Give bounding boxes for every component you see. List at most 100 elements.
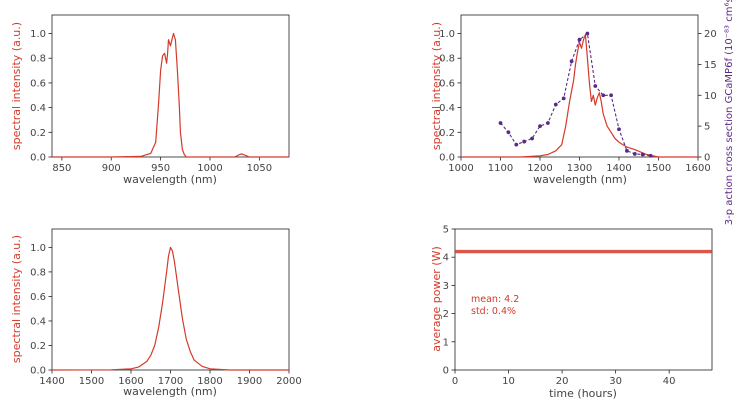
x-tick-label: 1700: [158, 376, 183, 387]
x-tick-label: 1300: [567, 163, 592, 174]
y-tick-label: 5: [443, 225, 449, 236]
y-tick-label: 2: [443, 309, 449, 320]
x-tick-label: 1900: [237, 376, 262, 387]
cross-section-point: [585, 31, 590, 36]
cross-section-point: [593, 84, 598, 88]
x-tick-label: 900: [102, 163, 121, 174]
x-tick-label: 950: [151, 163, 170, 174]
plot-frame: [460, 14, 699, 158]
x-tick-label: 1050: [247, 163, 272, 174]
tick-group: 1400 1500 1600 1700 1800 1900 2000 0.0 0.2 0.4 0.6…: [30, 243, 302, 387]
cross-section-point: [530, 136, 534, 141]
cross-section-point: [632, 152, 637, 156]
y-tick-label: 0.8: [30, 267, 46, 278]
cross-section-point: [538, 124, 542, 129]
x-tick-label: 1000: [197, 163, 222, 174]
plot-frame: [51, 14, 290, 158]
y-tick-label: 1.0: [439, 29, 455, 40]
x-tick-label: 1400: [606, 163, 631, 174]
y-tick-label: 0.2: [30, 128, 46, 139]
cross-section-point: [625, 148, 629, 153]
cross-section-point: [522, 139, 527, 144]
cross-section-point: [514, 142, 519, 147]
y-axis-label: spectral intensity (a.u.): [430, 22, 443, 150]
x-tick-label: 1100: [488, 163, 513, 174]
spectrum-line: [52, 32, 289, 158]
cross-section-point: [561, 96, 566, 101]
x-tick-label: 1500: [646, 163, 671, 174]
y-tick-label: 0.6: [30, 292, 46, 303]
y-tick-label: 0: [443, 366, 449, 377]
cross-section-point: [546, 121, 550, 125]
y-tick-label: 0.8: [30, 54, 46, 65]
chart-spectrum-960: 850 900 950 1000 1050 0.0 0.2 0.4 0.6 0.8 1.0 wave…: [10, 14, 290, 186]
y-axis-label: spectral intensity (a.u.): [10, 22, 23, 150]
x-tick-label: 850: [52, 163, 71, 174]
tick-group: 850 900 950 1000 1050 0.0 0.2 0.4 0.6 0.8 1.0: [30, 29, 272, 174]
y2-tick-label: 15: [704, 60, 717, 71]
series-group: [51, 246, 289, 371]
cross-section-point: [617, 127, 621, 132]
power-band: [455, 249, 712, 254]
y-tick-label: 0.0: [30, 366, 46, 377]
x-tick-label: 1200: [527, 163, 552, 174]
x-tick-label: 1600: [685, 163, 710, 174]
y2-tick-label: 5: [704, 122, 710, 133]
x-tick-label: 20: [556, 376, 569, 387]
plot-frame: [454, 228, 713, 371]
x-tick-label: 0: [452, 376, 458, 387]
y2-axis-label: 3-p action cross section GCaMP6f (10⁻⁸³ …: [724, 0, 735, 225]
x-tick-label: 1400: [39, 376, 64, 387]
x-tick-label: 1600: [118, 376, 143, 387]
cross-section-point: [640, 152, 645, 157]
chart-spectrum-1300: 1000 1100 1200 1300 1400 1500 1600 0.0 0.2 0.4 0.6…: [430, 0, 735, 225]
y-tick-label: 0.8: [439, 54, 455, 65]
y-tick-label: 0.6: [30, 78, 46, 89]
cross-section-point: [506, 130, 511, 135]
tick-group: 0 10 20 30 40 0 1 2 3 4 5: [443, 225, 676, 388]
y-tick-label: 0.4: [30, 316, 46, 327]
cross-section-point: [569, 59, 574, 64]
cross-section-point: [601, 93, 606, 98]
y2-tick-label: 10: [704, 91, 717, 102]
plot-frame: [51, 228, 290, 371]
y-axis-label: average power (W): [430, 246, 443, 351]
right-tick-group: 0 5 10 15 20: [698, 29, 717, 164]
y-tick-label: 0.2: [30, 341, 46, 352]
cross-section-point: [498, 121, 503, 125]
y-tick-label: 3: [443, 281, 449, 292]
series-group: [52, 32, 289, 158]
y-tick-label: 0.6: [439, 78, 455, 89]
x-axis-label: time (hours): [549, 387, 617, 400]
y-axis-label: spectral intensity (a.u.): [10, 235, 23, 363]
x-tick-label: 1500: [79, 376, 104, 387]
x-tick-label: 10: [502, 376, 515, 387]
y2-tick-label: 0: [704, 153, 710, 164]
x-tick-label: 1800: [197, 376, 222, 387]
y-tick-label: 0.4: [30, 103, 46, 114]
x-tick-label: 2000: [276, 376, 301, 387]
series-group: [455, 249, 712, 254]
cross-section-point: [553, 102, 558, 107]
y-tick-label: 1.0: [30, 29, 46, 40]
spectrum-line: [461, 34, 698, 158]
chart-power-stability: 0 10 20 30 40 0 1 2 3 4 5 time (hours) average pow…: [430, 225, 713, 400]
spectrum-line: [51, 246, 289, 371]
x-tick-label: 1000: [448, 163, 473, 174]
cross-section-point: [577, 37, 582, 42]
x-tick-label: 40: [663, 376, 676, 387]
cross-section-point: [648, 153, 653, 158]
y-tick-label: 4: [443, 253, 449, 264]
y-tick-label: 1.0: [30, 243, 46, 254]
y-tick-label: 0.0: [439, 153, 455, 164]
y-tick-label: 0.0: [30, 153, 46, 164]
y-tick-label: 1: [443, 337, 449, 348]
x-axis-label: wavelength (nm): [533, 173, 627, 186]
x-axis-label: wavelength (nm): [123, 173, 217, 186]
cross-section-point: [609, 93, 613, 98]
y-tick-label: 0.4: [439, 103, 455, 114]
y2-tick-label: 20: [704, 29, 717, 40]
y-tick-label: 0.2: [439, 128, 455, 139]
annotation-std: std: 0.4%: [471, 306, 516, 317]
